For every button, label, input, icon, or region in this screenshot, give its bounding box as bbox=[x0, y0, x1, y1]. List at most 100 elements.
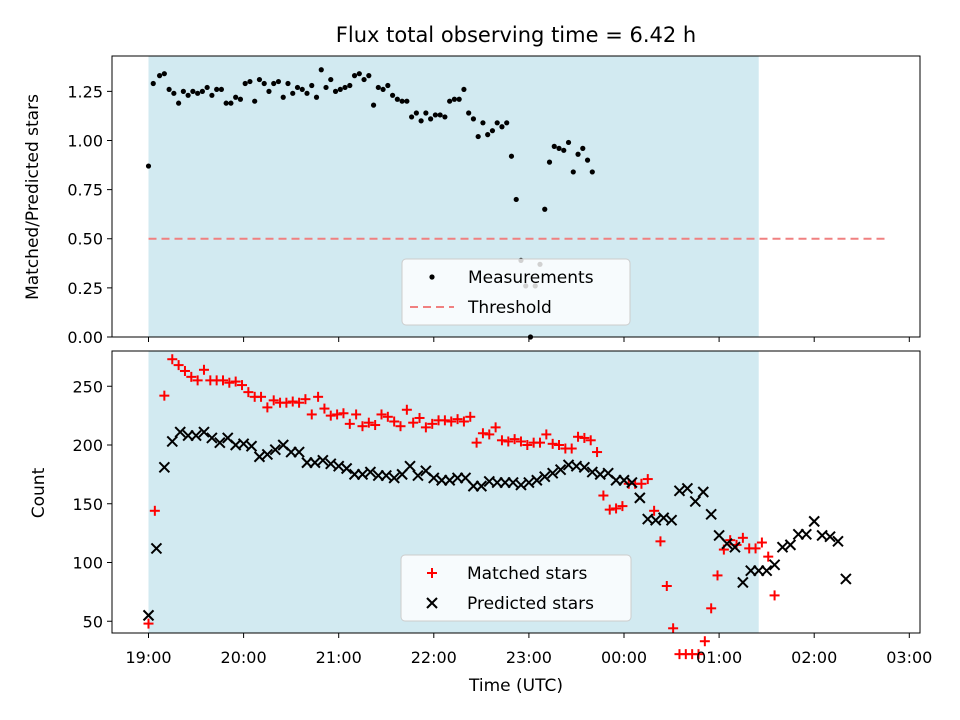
measurement-point bbox=[299, 86, 305, 93]
predicted-star-point bbox=[705, 508, 717, 521]
measurement-point bbox=[542, 206, 548, 212]
measurement-point bbox=[318, 67, 324, 73]
x-b bbox=[190, 429, 202, 442]
predicted-star-point bbox=[340, 462, 353, 475]
measurement-point bbox=[266, 88, 272, 94]
matched-star-point bbox=[699, 636, 710, 647]
legend-box bbox=[401, 258, 631, 326]
matched-star-point bbox=[408, 417, 419, 428]
measurement-point bbox=[504, 120, 510, 126]
matched-star-point bbox=[737, 532, 748, 543]
matched-star-point bbox=[401, 404, 412, 415]
x-b bbox=[507, 476, 519, 489]
x-tick-label: 02:00 bbox=[791, 648, 837, 667]
measurement-point bbox=[356, 71, 362, 77]
x-b bbox=[705, 508, 717, 521]
top-panel: 0.00 0.25 0.50 0.75 1.00 1.25 Matched/Predict… bbox=[23, 55, 921, 347]
matched-star-point bbox=[395, 421, 406, 432]
measurement-point bbox=[342, 84, 348, 91]
x-b bbox=[776, 541, 789, 553]
x-b bbox=[713, 529, 725, 542]
measurement-point bbox=[565, 139, 572, 146]
predicted-star-point bbox=[673, 485, 686, 497]
measurement-point bbox=[252, 98, 258, 104]
x-tick-label: 21:00 bbox=[316, 648, 362, 667]
y-tick-label: 0.75 bbox=[67, 181, 103, 200]
x-b bbox=[824, 530, 836, 543]
matched-star-point bbox=[389, 416, 400, 427]
matched-star-point bbox=[484, 429, 495, 440]
x-b bbox=[206, 432, 218, 444]
top-axes-frame bbox=[111, 55, 921, 338]
matched-star-point bbox=[262, 402, 273, 413]
measurement-point bbox=[556, 145, 562, 151]
predicted-star-point bbox=[356, 468, 369, 481]
y-tick-label: 0.00 bbox=[67, 328, 103, 347]
x-b bbox=[768, 559, 781, 571]
matched-star-point bbox=[268, 395, 279, 406]
predicted-star-point bbox=[657, 512, 670, 524]
x-b bbox=[150, 542, 163, 555]
matched-star-point bbox=[351, 409, 362, 420]
y-tick-label: 50 bbox=[83, 612, 103, 631]
x-b bbox=[443, 474, 456, 486]
top-y-axis-label: Matched/Predicted stars bbox=[23, 94, 43, 300]
matched-star-point bbox=[173, 360, 184, 371]
predicted-star-point bbox=[618, 474, 630, 486]
measurement-point bbox=[428, 116, 434, 122]
matched-star-point bbox=[515, 436, 526, 447]
predicted-star-point bbox=[840, 573, 852, 585]
predicted-star-point bbox=[531, 474, 543, 486]
matched-star-point bbox=[446, 416, 457, 427]
x-b bbox=[618, 474, 630, 486]
predicted-star-point bbox=[404, 460, 416, 472]
y-tick-label: 250 bbox=[72, 377, 103, 396]
predicted-star-point bbox=[784, 539, 797, 551]
measurement-point bbox=[161, 71, 167, 77]
legend-predicted-marker-b bbox=[426, 597, 438, 609]
measurement-point bbox=[380, 86, 386, 93]
measurement-point bbox=[370, 102, 377, 108]
x-b bbox=[578, 461, 591, 474]
measurement-point bbox=[442, 114, 448, 120]
measurement-point bbox=[413, 110, 419, 116]
predicted-star-point bbox=[523, 476, 535, 489]
y-tick-label: 150 bbox=[72, 495, 103, 514]
measurement-point bbox=[280, 94, 286, 100]
matched-star-point bbox=[509, 434, 520, 445]
matched-star-point bbox=[237, 380, 248, 391]
measurement-point bbox=[375, 84, 381, 91]
measurement-point bbox=[209, 92, 215, 98]
measurement-point bbox=[489, 128, 496, 134]
x-b bbox=[222, 432, 234, 444]
predicted-star-point bbox=[681, 482, 694, 495]
matched-star-point bbox=[287, 396, 298, 407]
x-b bbox=[475, 480, 488, 492]
matched-star-point bbox=[281, 397, 292, 408]
measurement-point bbox=[546, 159, 553, 165]
measurement-point bbox=[180, 88, 186, 94]
x-axis-label: Time (UTC) bbox=[468, 676, 563, 696]
x-b bbox=[404, 460, 416, 472]
measurement-point bbox=[475, 133, 481, 140]
bottom-y-ticks: 50 100 150 200 250 bbox=[72, 377, 112, 631]
measurement-point bbox=[399, 98, 405, 104]
y-tick-label: 100 bbox=[72, 554, 103, 573]
y-tick-label: 0.25 bbox=[67, 279, 103, 298]
bottom-x-ticks: 19:00 20:00 21:00 22:00 23:00 00:00 01:00 02:00… bbox=[125, 633, 932, 667]
measurement-point bbox=[218, 86, 225, 93]
matched-star-point bbox=[427, 418, 438, 429]
matched-star-point bbox=[706, 603, 717, 614]
measurement-point bbox=[485, 132, 491, 138]
x-b bbox=[626, 476, 638, 489]
matched-star-point bbox=[192, 375, 203, 386]
predicted-star-point bbox=[443, 474, 456, 486]
measurement-point bbox=[204, 84, 210, 91]
matched-star-point bbox=[585, 435, 596, 446]
x-b bbox=[253, 451, 266, 463]
predicted-star-point bbox=[626, 476, 638, 489]
x-b bbox=[388, 472, 400, 484]
matched-star-point bbox=[668, 623, 679, 634]
predicted-star-point bbox=[166, 435, 178, 448]
matched-star-point bbox=[769, 590, 780, 601]
